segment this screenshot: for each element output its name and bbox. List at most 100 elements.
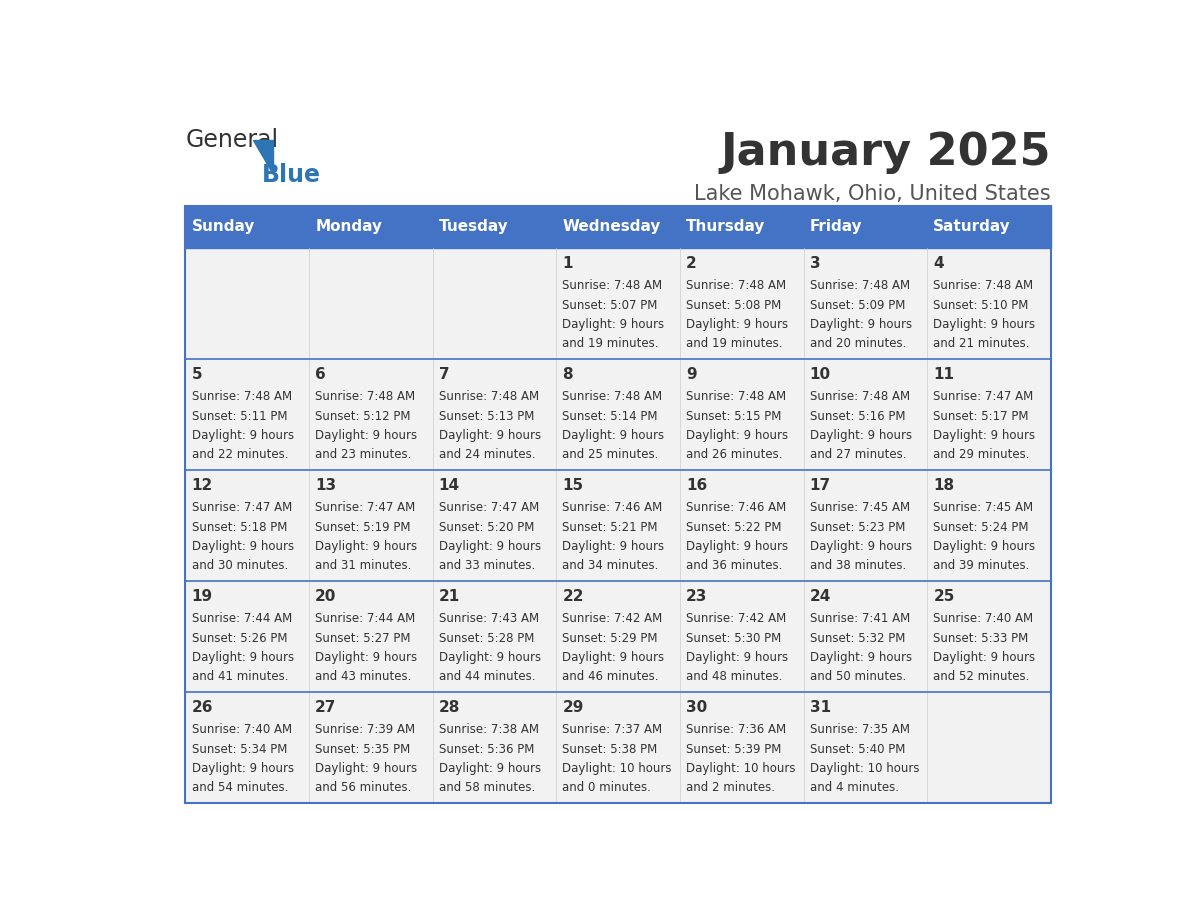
Text: 30: 30 [685,700,707,715]
Text: Sunrise: 7:48 AM: Sunrise: 7:48 AM [562,279,663,292]
Text: Sunset: 5:24 PM: Sunset: 5:24 PM [934,521,1029,534]
Text: Daylight: 9 hours: Daylight: 9 hours [810,318,912,330]
Text: Sunrise: 7:42 AM: Sunrise: 7:42 AM [562,612,663,625]
Text: Daylight: 10 hours: Daylight: 10 hours [810,762,920,775]
Text: Sunset: 5:36 PM: Sunset: 5:36 PM [438,743,535,756]
Text: and 30 minutes.: and 30 minutes. [191,559,287,572]
FancyBboxPatch shape [185,470,309,581]
Text: Daylight: 9 hours: Daylight: 9 hours [438,540,541,553]
Text: Sunset: 5:23 PM: Sunset: 5:23 PM [810,521,905,534]
Text: and 52 minutes.: and 52 minutes. [934,670,1030,683]
Text: Daylight: 9 hours: Daylight: 9 hours [438,762,541,775]
Text: Daylight: 9 hours: Daylight: 9 hours [562,318,664,330]
Text: 18: 18 [934,477,954,493]
Text: Sunrise: 7:44 AM: Sunrise: 7:44 AM [315,612,416,625]
Text: 13: 13 [315,477,336,493]
Text: 1: 1 [562,256,573,271]
Text: 31: 31 [810,700,830,715]
Text: Sunrise: 7:47 AM: Sunrise: 7:47 AM [315,501,416,514]
Text: Sunset: 5:39 PM: Sunset: 5:39 PM [685,743,782,756]
FancyBboxPatch shape [185,692,309,803]
Text: Blue: Blue [261,163,321,187]
Text: Sunrise: 7:48 AM: Sunrise: 7:48 AM [810,279,910,292]
Text: 4: 4 [934,256,944,271]
Text: Daylight: 9 hours: Daylight: 9 hours [685,540,788,553]
Text: and 31 minutes.: and 31 minutes. [315,559,411,572]
Text: and 41 minutes.: and 41 minutes. [191,670,287,683]
FancyBboxPatch shape [309,581,432,692]
Text: and 54 minutes.: and 54 minutes. [191,780,287,794]
Text: Daylight: 9 hours: Daylight: 9 hours [315,429,417,442]
Text: Sunset: 5:11 PM: Sunset: 5:11 PM [191,410,287,423]
Text: and 39 minutes.: and 39 minutes. [934,559,1030,572]
FancyBboxPatch shape [803,581,927,692]
Text: 25: 25 [934,588,955,604]
FancyBboxPatch shape [309,359,432,470]
Text: 12: 12 [191,477,213,493]
FancyBboxPatch shape [803,692,927,803]
Text: Sunrise: 7:48 AM: Sunrise: 7:48 AM [562,390,663,403]
Text: Daylight: 9 hours: Daylight: 9 hours [438,429,541,442]
FancyBboxPatch shape [803,359,927,470]
Text: Sunrise: 7:43 AM: Sunrise: 7:43 AM [438,612,539,625]
Text: 9: 9 [685,367,696,382]
Text: and 19 minutes.: and 19 minutes. [685,337,783,350]
Text: Sunset: 5:18 PM: Sunset: 5:18 PM [191,521,286,534]
Text: and 56 minutes.: and 56 minutes. [315,780,411,794]
Text: 3: 3 [810,256,821,271]
Text: 21: 21 [438,588,460,604]
Polygon shape [253,140,273,174]
Text: Sunrise: 7:48 AM: Sunrise: 7:48 AM [191,390,291,403]
FancyBboxPatch shape [185,359,309,470]
Text: Sunrise: 7:38 AM: Sunrise: 7:38 AM [438,723,539,736]
Text: Sunrise: 7:37 AM: Sunrise: 7:37 AM [562,723,663,736]
Text: Daylight: 9 hours: Daylight: 9 hours [685,651,788,664]
FancyBboxPatch shape [556,470,680,581]
Text: Sunset: 5:12 PM: Sunset: 5:12 PM [315,410,411,423]
Text: 22: 22 [562,588,584,604]
FancyBboxPatch shape [927,581,1051,692]
Text: 7: 7 [438,367,449,382]
Text: Sunset: 5:29 PM: Sunset: 5:29 PM [562,632,658,645]
Text: Daylight: 10 hours: Daylight: 10 hours [562,762,672,775]
Text: Sunrise: 7:48 AM: Sunrise: 7:48 AM [315,390,416,403]
Text: Sunrise: 7:45 AM: Sunrise: 7:45 AM [810,501,910,514]
FancyBboxPatch shape [309,206,432,248]
Text: Daylight: 9 hours: Daylight: 9 hours [191,762,293,775]
FancyBboxPatch shape [927,248,1051,359]
Text: Sunrise: 7:47 AM: Sunrise: 7:47 AM [438,501,539,514]
Text: and 33 minutes.: and 33 minutes. [438,559,535,572]
Text: 15: 15 [562,477,583,493]
Text: Sunrise: 7:47 AM: Sunrise: 7:47 AM [191,501,292,514]
Text: 17: 17 [810,477,830,493]
Text: Sunset: 5:22 PM: Sunset: 5:22 PM [685,521,782,534]
Text: Daylight: 9 hours: Daylight: 9 hours [934,318,1036,330]
FancyBboxPatch shape [680,206,803,248]
Text: and 29 minutes.: and 29 minutes. [934,448,1030,461]
Text: Daylight: 9 hours: Daylight: 9 hours [934,429,1036,442]
Text: Daylight: 9 hours: Daylight: 9 hours [562,429,664,442]
Text: Sunset: 5:28 PM: Sunset: 5:28 PM [438,632,535,645]
Text: Tuesday: Tuesday [438,219,508,234]
Text: and 26 minutes.: and 26 minutes. [685,448,783,461]
Text: Sunrise: 7:48 AM: Sunrise: 7:48 AM [438,390,539,403]
FancyBboxPatch shape [680,359,803,470]
FancyBboxPatch shape [432,470,556,581]
FancyBboxPatch shape [803,206,927,248]
Text: and 48 minutes.: and 48 minutes. [685,670,783,683]
Text: 23: 23 [685,588,707,604]
Text: Daylight: 9 hours: Daylight: 9 hours [315,762,417,775]
Text: 10: 10 [810,367,830,382]
Text: Sunset: 5:34 PM: Sunset: 5:34 PM [191,743,286,756]
FancyBboxPatch shape [556,581,680,692]
FancyBboxPatch shape [432,359,556,470]
Text: Sunset: 5:17 PM: Sunset: 5:17 PM [934,410,1029,423]
Text: Sunset: 5:15 PM: Sunset: 5:15 PM [685,410,782,423]
Text: and 50 minutes.: and 50 minutes. [810,670,906,683]
FancyBboxPatch shape [432,206,556,248]
Text: 6: 6 [315,367,326,382]
Text: Sunrise: 7:48 AM: Sunrise: 7:48 AM [810,390,910,403]
Text: Sunrise: 7:45 AM: Sunrise: 7:45 AM [934,501,1034,514]
FancyBboxPatch shape [803,248,927,359]
Text: 16: 16 [685,477,707,493]
